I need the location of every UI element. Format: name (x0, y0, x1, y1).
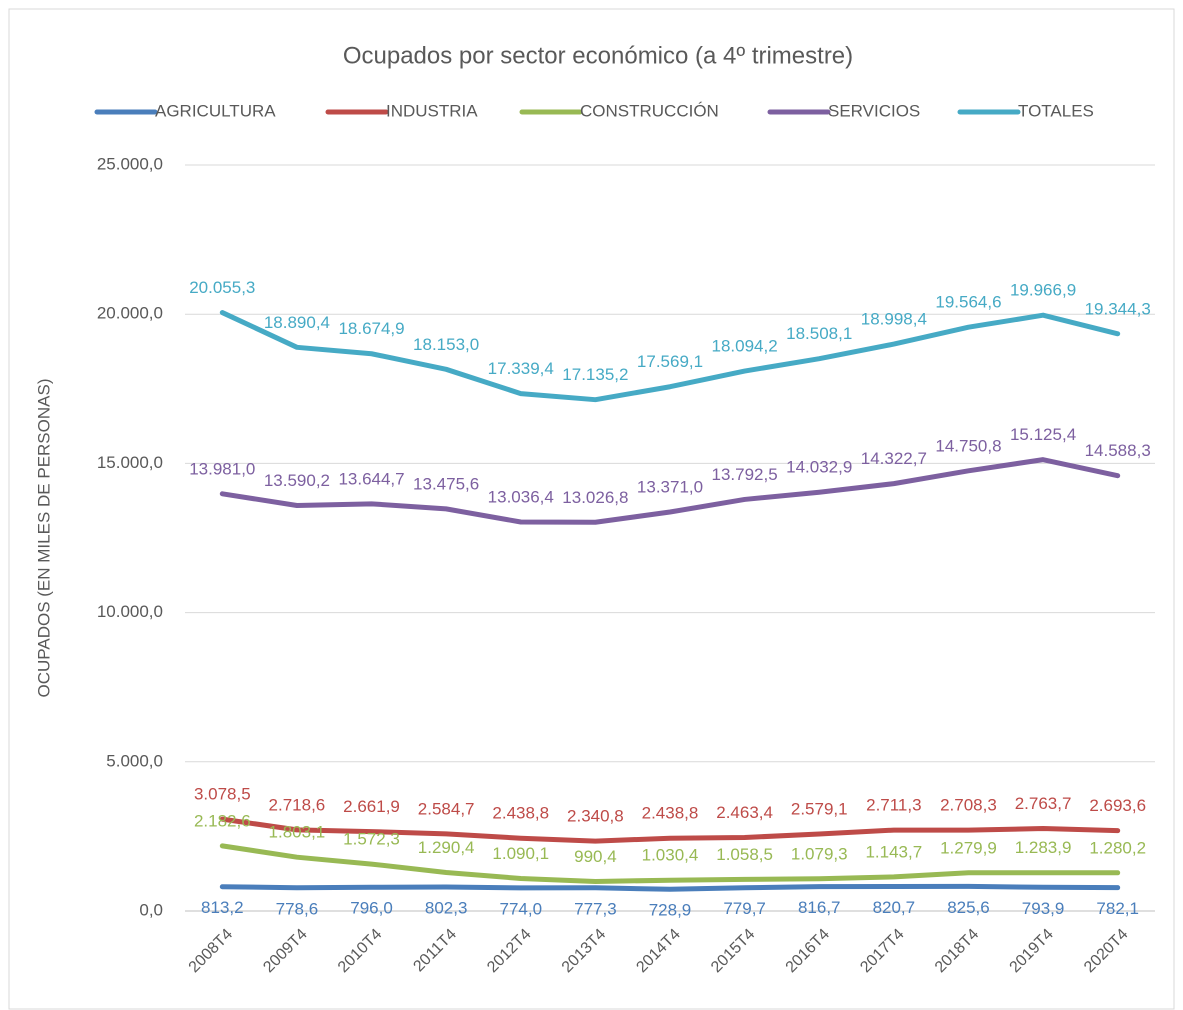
legend-label: AGRICULTURA (155, 101, 276, 120)
data-label: 3.078,5 (194, 785, 251, 804)
data-label: 2.708,3 (940, 796, 997, 815)
data-label: 18.094,2 (712, 337, 778, 356)
y-tick-label: 0,0 (139, 900, 163, 919)
y-axis-label: OCUPADOS (EN MILES DE PERSONAS) (34, 379, 53, 698)
data-label: 1.279,9 (940, 838, 997, 857)
y-tick-label: 20.000,0 (97, 304, 163, 323)
data-label: 820,7 (873, 898, 916, 917)
data-label: 14.322,7 (861, 449, 927, 468)
data-label: 1.079,3 (791, 844, 848, 863)
data-label: 1.280,2 (1089, 838, 1146, 857)
data-label: 1.572,3 (343, 830, 400, 849)
data-label: 2.182,6 (194, 811, 251, 830)
data-label: 2.711,3 (866, 796, 921, 815)
data-label: 13.981,0 (189, 459, 255, 478)
data-label: 13.026,8 (562, 488, 628, 507)
data-label: 793,9 (1022, 899, 1065, 918)
data-label: 2.763,7 (1015, 794, 1072, 813)
data-label: 17.569,1 (637, 352, 703, 371)
data-label: 2.438,8 (492, 804, 549, 823)
data-label: 13.475,6 (413, 474, 479, 493)
y-tick-label: 15.000,0 (97, 453, 163, 472)
data-label: 816,7 (798, 898, 841, 917)
legend-label: CONSTRUCCIÓN (580, 101, 719, 120)
y-tick-label: 10.000,0 (97, 602, 163, 621)
data-label: 18.674,9 (338, 319, 404, 338)
data-label: 2.661,9 (343, 797, 400, 816)
data-label: 1.058,5 (716, 845, 773, 864)
data-label: 18.153,0 (413, 335, 479, 354)
y-tick-label: 5.000,0 (106, 751, 163, 770)
data-label: 14.750,8 (935, 436, 1001, 455)
data-label: 2.693,6 (1089, 796, 1146, 815)
series-line (219, 843, 1121, 884)
y-tick-label: 25.000,0 (97, 154, 163, 173)
data-label: 18.890,4 (264, 313, 330, 332)
data-label: 13.792,5 (712, 465, 778, 484)
legend-label: SERVICIOS (828, 101, 920, 120)
data-label: 13.590,2 (264, 471, 330, 490)
data-label: 2.463,4 (716, 803, 773, 822)
data-label: 1.030,4 (642, 846, 699, 865)
data-label: 17.339,4 (488, 359, 554, 378)
data-label: 1.143,7 (865, 842, 922, 861)
data-label: 825,6 (947, 898, 990, 917)
data-label: 18.508,1 (786, 324, 852, 343)
data-label: 2.340,8 (567, 807, 624, 826)
data-label: 796,0 (350, 899, 393, 918)
data-label: 2.579,1 (791, 800, 848, 819)
data-label: 813,2 (201, 898, 244, 917)
data-label: 13.371,0 (637, 477, 703, 496)
data-label: 990,4 (574, 847, 617, 866)
series-line (219, 457, 1121, 525)
data-label: 1.290,4 (418, 838, 475, 857)
data-label: 728,9 (649, 901, 692, 920)
data-label: 19.344,3 (1085, 299, 1151, 318)
data-label: 20.055,3 (189, 278, 255, 297)
data-label: 1.090,1 (492, 844, 549, 863)
data-label: 19.564,6 (935, 293, 1001, 312)
data-label: 15.125,4 (1010, 425, 1076, 444)
data-label: 13.036,4 (488, 487, 554, 506)
data-label: 18.998,4 (861, 310, 927, 329)
data-label: 17.135,2 (562, 365, 628, 384)
data-label: 779,7 (723, 899, 766, 918)
data-label: 2.584,7 (418, 799, 475, 818)
series-line (219, 310, 1121, 403)
data-label: 782,1 (1096, 899, 1139, 918)
legend-label: INDUSTRIA (386, 101, 478, 120)
data-label: 2.718,6 (269, 795, 326, 814)
data-label: 2.438,8 (642, 804, 699, 823)
data-label: 1.803,1 (269, 823, 326, 842)
data-label: 13.644,7 (338, 469, 404, 488)
data-label: 14.588,3 (1085, 441, 1151, 460)
data-label: 774,0 (499, 899, 542, 918)
legend-label: TOTALES (1018, 101, 1094, 120)
data-label: 14.032,9 (786, 458, 852, 477)
data-label: 778,6 (276, 899, 319, 918)
series-line (219, 816, 1121, 844)
data-label: 777,3 (574, 899, 617, 918)
series-line (219, 883, 1121, 892)
chart-title: Ocupados por sector económico (a 4º trim… (343, 42, 853, 69)
data-label: 19.966,9 (1010, 281, 1076, 300)
data-label: 802,3 (425, 899, 468, 918)
data-label: 1.283,9 (1015, 838, 1072, 857)
